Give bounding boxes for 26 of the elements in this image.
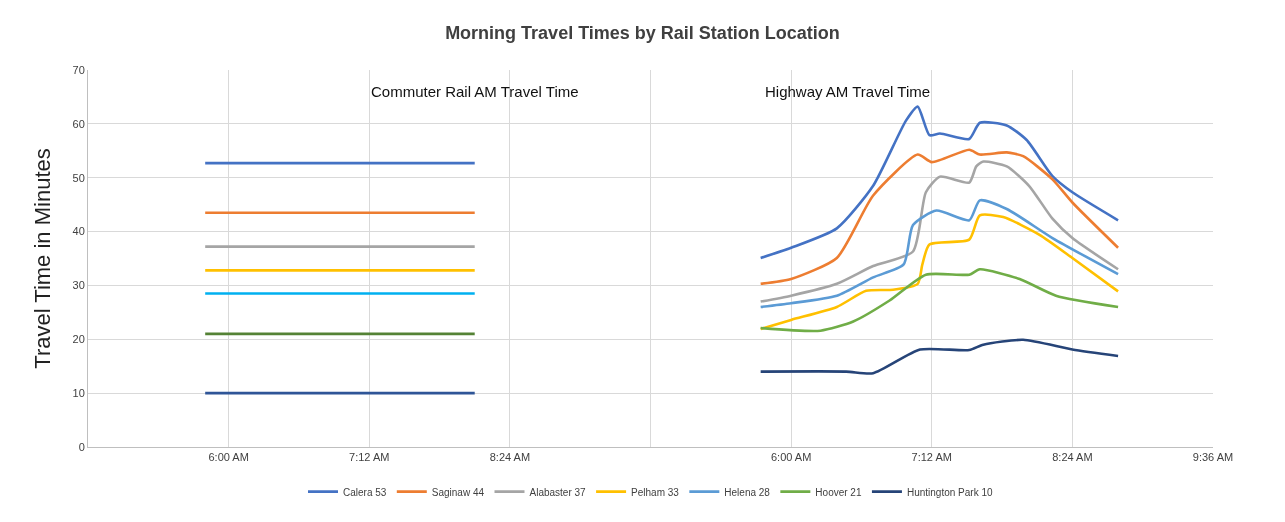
legend-label: Pelham 33 — [631, 486, 680, 498]
y-tick-label: 10 — [72, 386, 85, 399]
legend-label: Helena 28 — [724, 486, 771, 498]
x-tick-label: 7:12 AM — [349, 451, 390, 464]
annotation: Commuter Rail AM Travel Time — [371, 83, 579, 100]
chart-title: Morning Travel Times by Rail Station Location — [445, 22, 840, 43]
y-tick-label: 70 — [72, 63, 85, 76]
x-tick-label: 8:24 AM — [489, 451, 531, 464]
y-tick-label: 20 — [72, 333, 85, 346]
y-tick-label: 30 — [72, 279, 85, 292]
legend-label: Alabaster 37 — [529, 486, 587, 498]
legend-label: Huntington Park 10 — [906, 486, 993, 498]
annotation: Highway AM Travel Time — [765, 83, 931, 100]
legend-label: Saginaw 44 — [431, 486, 485, 498]
legend-label: Hoover 21 — [815, 486, 862, 498]
x-tick-label: 6:00 AM — [770, 451, 812, 464]
x-tick-label: 8:24 AM — [1052, 451, 1093, 464]
x-tick-label: 7:12 AM — [911, 451, 952, 464]
y-axis-title: Travel Time in Minutes — [30, 148, 56, 369]
legend-label: Calera 53 — [343, 486, 387, 498]
y-tick-label: 0 — [78, 440, 85, 453]
y-tick-label: 50 — [72, 171, 85, 184]
y-tick-label: 40 — [72, 225, 85, 238]
y-tick-label: 60 — [72, 117, 85, 130]
x-tick-label: 6:00 AM — [208, 451, 249, 464]
x-tick-label: 9:36 AM — [1192, 451, 1234, 464]
